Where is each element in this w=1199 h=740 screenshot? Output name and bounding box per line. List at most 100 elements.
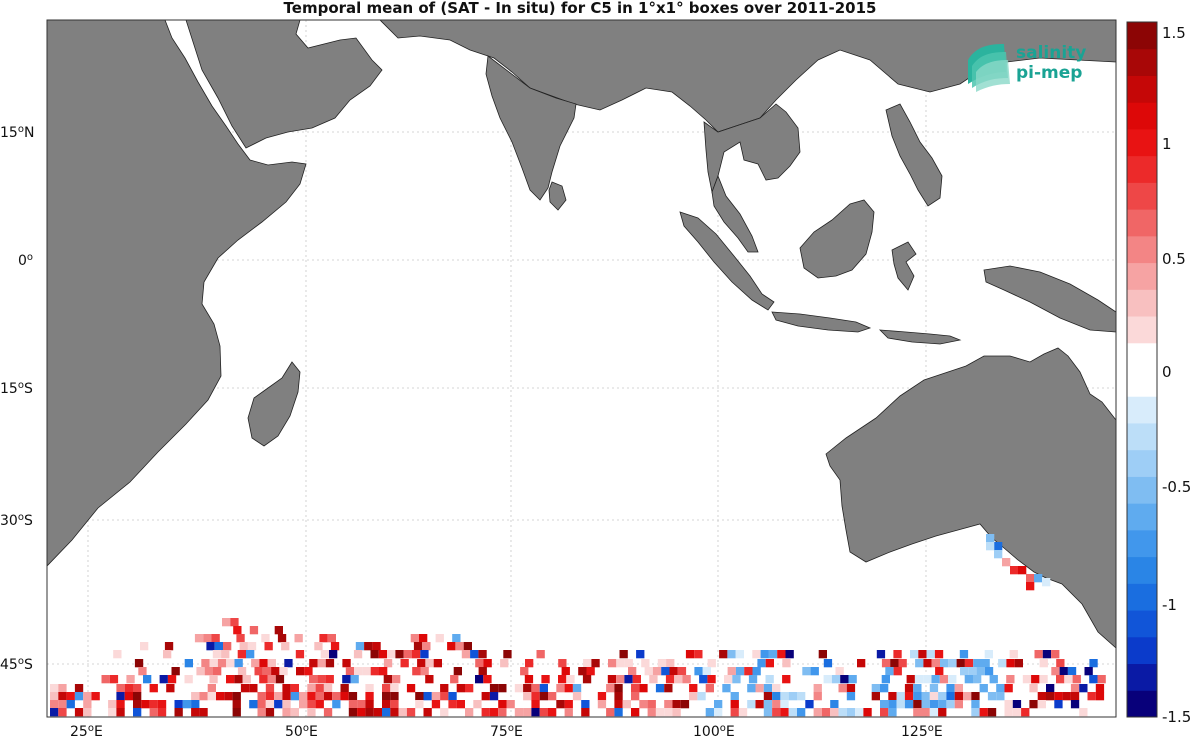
data-box xyxy=(896,700,905,709)
data-box xyxy=(1051,667,1060,676)
data-box xyxy=(880,700,889,709)
data-box xyxy=(489,692,499,701)
data-box xyxy=(171,667,180,676)
data-box xyxy=(483,675,492,684)
data-box xyxy=(948,675,957,684)
colorbar-label-minus-1: -1 xyxy=(1162,596,1177,614)
data-box xyxy=(323,708,333,717)
data-box xyxy=(83,692,92,701)
colorbar-segment xyxy=(1127,529,1157,558)
data-box xyxy=(353,650,363,659)
data-box xyxy=(755,700,764,709)
data-box xyxy=(735,650,744,659)
data-box xyxy=(564,708,573,717)
data-box xyxy=(586,667,595,676)
lon-axis-labels: 25oE 50oE 75oE 100oE 125oE xyxy=(70,723,943,740)
colorbar-label-minus-0-5: -0.5 xyxy=(1162,478,1191,496)
data-box xyxy=(531,692,540,701)
data-box xyxy=(295,650,305,659)
data-boxes xyxy=(50,534,1106,717)
data-box xyxy=(1067,667,1077,676)
data-box xyxy=(597,700,607,709)
data-box xyxy=(423,708,432,717)
data-box xyxy=(124,684,133,693)
philippines-islands xyxy=(885,103,943,207)
data-box xyxy=(780,700,789,709)
data-box xyxy=(1021,708,1030,717)
data-box xyxy=(805,700,814,709)
data-box xyxy=(672,708,681,717)
data-box xyxy=(257,692,266,701)
data-box xyxy=(174,700,183,709)
data-box xyxy=(348,692,358,701)
data-box xyxy=(309,675,318,684)
data-box xyxy=(835,667,844,676)
data-box xyxy=(735,667,745,676)
data-box xyxy=(918,650,927,659)
data-box xyxy=(478,667,487,676)
data-box xyxy=(582,675,592,684)
data-box xyxy=(707,659,716,668)
colorbar-label-1: 1 xyxy=(1162,135,1172,153)
data-box xyxy=(971,700,980,709)
data-box xyxy=(478,650,487,659)
data-box xyxy=(984,650,993,659)
data-box xyxy=(689,684,698,693)
data-box xyxy=(141,700,150,709)
data-box xyxy=(996,692,1005,701)
data-box xyxy=(898,659,907,668)
data-box xyxy=(830,700,839,709)
data-box xyxy=(732,675,741,684)
data-box xyxy=(714,708,723,717)
arabia-landmass xyxy=(185,20,383,149)
data-box xyxy=(309,659,318,668)
data-box xyxy=(888,692,897,701)
data-box xyxy=(461,650,471,659)
data-box xyxy=(714,700,723,709)
data-box xyxy=(348,700,358,709)
data-box xyxy=(234,659,243,668)
data-box xyxy=(664,708,673,717)
data-box xyxy=(239,642,248,651)
data-box xyxy=(622,700,631,709)
data-box xyxy=(954,692,963,701)
data-box xyxy=(931,675,940,684)
data-box xyxy=(782,675,791,684)
data-box xyxy=(503,650,512,659)
data-box xyxy=(390,700,399,709)
data-box xyxy=(1010,566,1019,575)
data-box xyxy=(597,692,607,701)
data-box xyxy=(614,708,623,717)
data-box xyxy=(649,675,658,684)
data-box xyxy=(307,700,316,709)
data-box xyxy=(591,659,600,668)
data-box xyxy=(777,650,786,659)
africa-landmass xyxy=(47,20,307,567)
data-box xyxy=(133,684,142,693)
data-box xyxy=(230,618,239,627)
data-box xyxy=(531,684,540,693)
data-box xyxy=(666,659,675,668)
data-box xyxy=(340,684,349,693)
data-box xyxy=(561,667,570,676)
data-box xyxy=(1039,675,1048,684)
data-box xyxy=(383,659,393,668)
data-box xyxy=(702,667,711,676)
data-box xyxy=(1004,708,1013,717)
data-box xyxy=(317,659,326,668)
data-box xyxy=(357,700,366,709)
data-box xyxy=(757,659,766,668)
data-box xyxy=(888,700,897,709)
data-box xyxy=(124,692,133,701)
data-box xyxy=(674,675,683,684)
data-box xyxy=(694,650,703,659)
data-box xyxy=(881,675,890,684)
data-box xyxy=(838,684,847,693)
data-box xyxy=(440,692,449,701)
data-box xyxy=(606,708,615,717)
data-box xyxy=(998,659,1007,668)
data-box xyxy=(979,708,988,717)
data-box xyxy=(539,708,548,717)
data-box xyxy=(390,684,399,693)
